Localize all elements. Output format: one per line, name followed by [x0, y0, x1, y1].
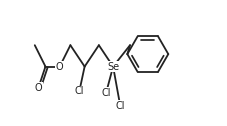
Text: O: O [34, 83, 42, 93]
Text: Cl: Cl [101, 88, 110, 98]
Text: Cl: Cl [74, 86, 84, 97]
Text: Cl: Cl [115, 101, 124, 111]
Text: Se: Se [107, 62, 119, 72]
Text: O: O [56, 62, 63, 72]
